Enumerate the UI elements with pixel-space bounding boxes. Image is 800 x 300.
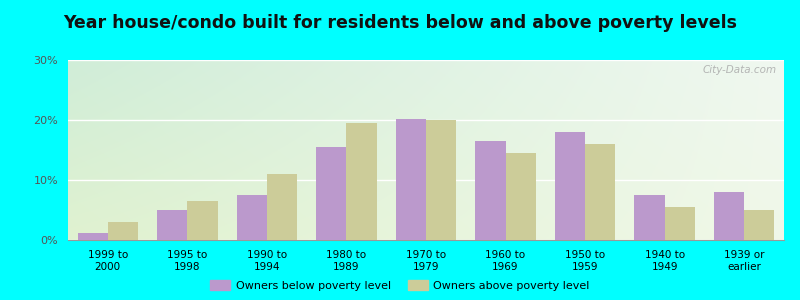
Bar xyxy=(475,141,506,240)
Bar xyxy=(108,222,138,240)
Bar xyxy=(267,174,297,240)
Bar xyxy=(396,119,426,240)
Legend: Owners below poverty level, Owners above poverty level: Owners below poverty level, Owners above… xyxy=(207,277,593,294)
Bar xyxy=(665,207,695,240)
Text: City-Data.com: City-Data.com xyxy=(702,65,777,75)
Text: Year house/condo built for residents below and above poverty levels: Year house/condo built for residents bel… xyxy=(63,14,737,32)
Bar xyxy=(426,120,456,240)
Bar xyxy=(346,123,377,240)
Bar xyxy=(714,192,744,240)
Bar xyxy=(237,195,267,240)
Bar xyxy=(744,210,774,240)
Bar xyxy=(187,201,218,240)
Bar xyxy=(634,195,665,240)
Bar xyxy=(555,132,585,240)
Bar xyxy=(506,153,536,240)
Bar xyxy=(585,144,615,240)
Bar xyxy=(78,233,108,240)
Bar xyxy=(157,210,187,240)
Bar xyxy=(316,147,346,240)
